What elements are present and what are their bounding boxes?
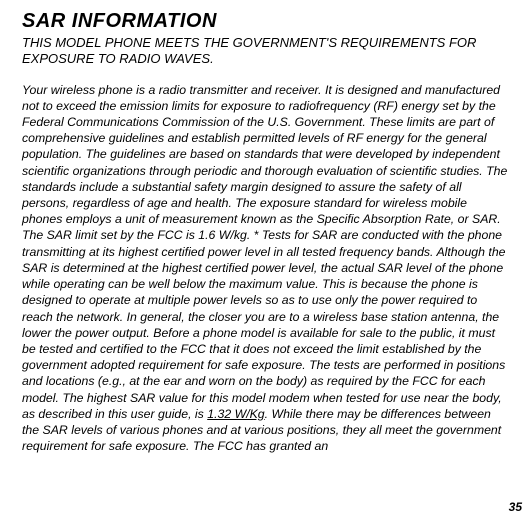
sar-value: 1.32 W/Kg (207, 407, 264, 421)
page-title: SAR INFORMATION (22, 10, 508, 33)
body-paragraph: Your wireless phone is a radio transmitt… (22, 82, 508, 455)
body-before: Your wireless phone is a radio transmitt… (22, 83, 507, 421)
page-number: 35 (509, 500, 522, 514)
page-subtitle: THIS MODEL PHONE MEETS THE GOVERNMENT'S … (22, 35, 508, 68)
